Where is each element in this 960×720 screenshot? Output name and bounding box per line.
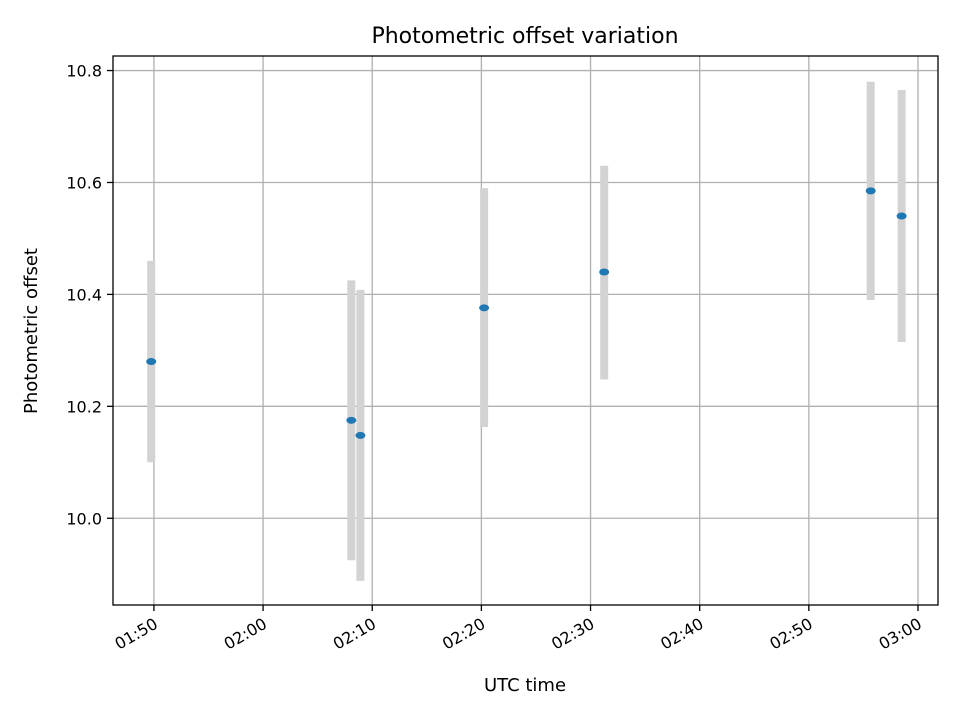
y-axis-label: Photometric offset <box>21 248 42 414</box>
chart-title: Photometric offset variation <box>371 24 678 49</box>
x-axis-label: UTC time <box>484 675 566 696</box>
data-point <box>599 268 610 276</box>
data-point <box>146 358 157 366</box>
y-tick-label: 10.0 <box>66 509 102 528</box>
data-point <box>355 431 366 439</box>
y-tick-label: 10.2 <box>66 397 102 416</box>
data-points <box>146 187 907 439</box>
data-point <box>865 187 876 195</box>
data-point <box>346 416 357 424</box>
y-tick-label: 10.6 <box>66 173 102 192</box>
data-point <box>479 304 490 312</box>
y-tick-label: 10.8 <box>66 62 102 81</box>
data-point <box>896 212 907 220</box>
grid <box>113 56 938 605</box>
y-tick-label: 10.4 <box>66 285 102 304</box>
plot-frame <box>112 55 939 606</box>
